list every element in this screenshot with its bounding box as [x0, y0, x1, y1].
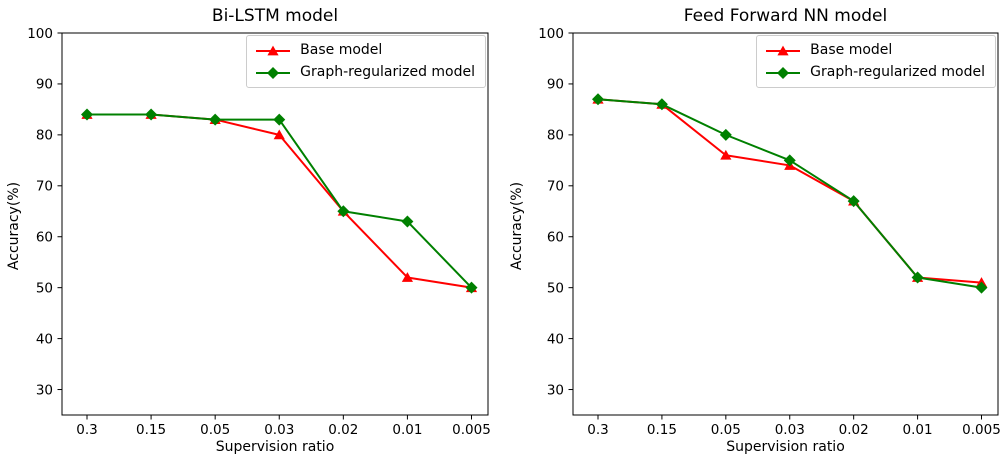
red-triangle-line-icon: [256, 45, 291, 55]
green-diamond-line-icon: [256, 66, 291, 79]
x-tick-label: 0.02: [328, 422, 358, 438]
diamond-marker: [209, 113, 222, 126]
diamond-marker: [337, 205, 350, 218]
y-tick-label: 80: [547, 128, 564, 144]
y-tick-label: 50: [36, 280, 53, 296]
x-tick-label: 0.3: [76, 422, 97, 438]
y-tick-label: 60: [547, 230, 564, 246]
x-tick-label: 0.02: [839, 422, 869, 438]
chart-title: Feed Forward NN model: [683, 6, 888, 26]
diamond-marker: [783, 154, 796, 167]
diamond-marker: [145, 108, 158, 121]
plot-area: 30 40 50 60 70 80 90 100 0.3 0.15 0.05 0.03 0.02 0.01…: [27, 26, 491, 438]
diamond-marker: [655, 98, 668, 111]
plot-border: [572, 32, 999, 416]
series-line: [87, 113, 472, 289]
chart-bilstm: Bi-LSTM model Accuracy(%) 30 40 50 60 70 80 90…: [6, 6, 491, 455]
x-tick-label: 0.03: [775, 422, 805, 438]
legend: Base model Graph-regularized model: [246, 35, 486, 88]
diamond-marker: [267, 66, 280, 79]
y-tick-label: 50: [547, 280, 564, 296]
legend-label: Base model: [300, 42, 383, 58]
y-tick-label: 30: [547, 382, 564, 398]
legend-label: Graph-regularized model: [300, 64, 475, 80]
x-tick-label: 0.15: [136, 422, 166, 438]
x-tick-label: 0.01: [392, 422, 422, 438]
legend-label: Base model: [810, 42, 893, 58]
y-tick-label: 90: [36, 77, 53, 93]
x-tick-label: 0.15: [647, 422, 677, 438]
green-diamond-line-icon: [766, 66, 801, 79]
series-line: [87, 113, 473, 289]
triangle-marker: [777, 45, 789, 55]
diamond-marker: [719, 128, 732, 141]
x-axis-label: Supervision ratio: [215, 439, 335, 455]
diamond-marker: [911, 271, 924, 284]
y-tick-label: 100: [538, 26, 564, 42]
triangle-marker: [273, 129, 285, 140]
y-tick-label: 30: [36, 382, 53, 398]
x-tick-label: 0.03: [264, 422, 294, 438]
y-tick-label: 40: [547, 331, 564, 347]
legend-entry-base-model: Base model: [256, 42, 475, 59]
triangle-marker: [267, 45, 279, 55]
legend-entry-graph-regularized-model: Graph-regularized model: [766, 64, 985, 81]
triangle-marker: [720, 149, 732, 160]
y-tick-label: 60: [36, 230, 53, 246]
x-tick-label: 0.05: [200, 422, 230, 438]
diamond-marker: [592, 93, 604, 106]
y-tick-label: 100: [27, 26, 53, 42]
y-tick-label: 70: [547, 179, 564, 195]
x-tick-label: 0.01: [903, 422, 933, 438]
red-triangle-line-icon: [766, 45, 801, 55]
diamond-marker: [777, 66, 790, 79]
y-tick-label: 90: [547, 77, 564, 93]
y-tick-label: 40: [36, 331, 53, 347]
legend: Base model Graph-regularized model: [756, 35, 996, 88]
x-tick-label: 0.005: [962, 422, 1001, 438]
series-line: [597, 98, 982, 284]
chart-feedforward-nn: Feed Forward NN model Accuracy(%) 30 40 50…: [503, 0, 1006, 470]
x-tick-label: 0.005: [452, 422, 491, 438]
diamond-marker: [81, 108, 93, 121]
diamond-marker: [401, 215, 414, 228]
series-line: [597, 98, 982, 289]
x-tick-label: 0.05: [711, 422, 741, 438]
x-tick-label: 0.3: [587, 422, 608, 438]
chart-title: Bi-LSTM model: [211, 6, 339, 26]
legend-entry-graph-regularized-model: Graph-regularized model: [256, 64, 475, 81]
legend-label: Graph-regularized model: [810, 64, 985, 80]
legend-entry-base-model: Base model: [766, 42, 985, 59]
plot-border: [61, 32, 489, 416]
diamond-marker: [975, 281, 988, 294]
plot-area: 30 40 50 60 70 80 90 100 0.3 0.15 0.05 0.03 0.02 0.01…: [538, 26, 1001, 438]
diamond-marker: [847, 195, 860, 208]
triangle-marker: [401, 272, 414, 282]
diamond-marker: [273, 113, 286, 126]
y-tick-label: 70: [36, 179, 53, 195]
y-tick-label: 80: [36, 128, 53, 144]
diamond-marker: [465, 281, 478, 294]
x-axis-label: Supervision ratio: [726, 439, 845, 455]
